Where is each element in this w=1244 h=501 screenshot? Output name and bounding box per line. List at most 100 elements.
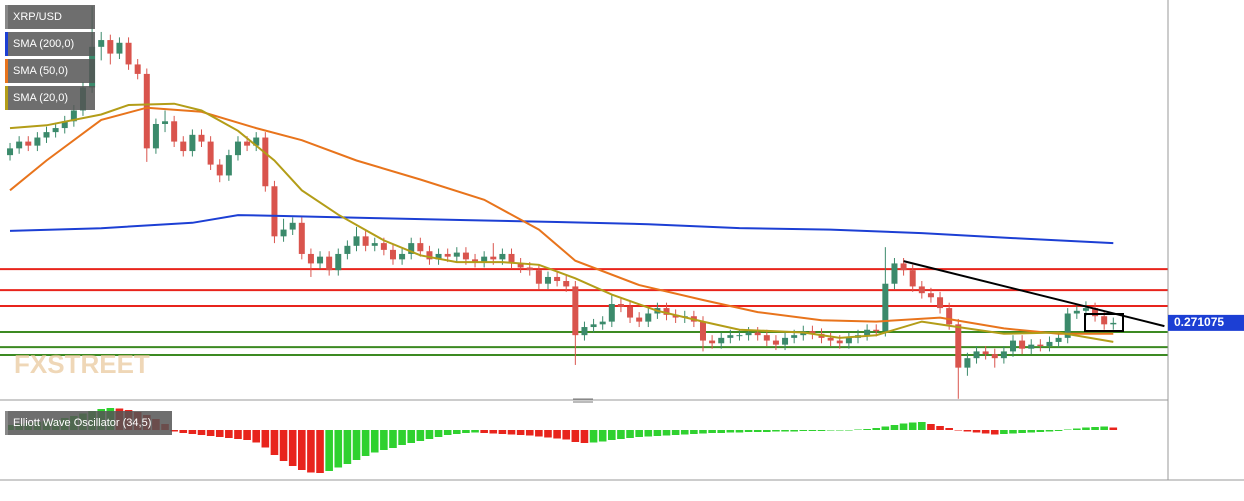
candle-body xyxy=(125,42,132,65)
oscillator-bar xyxy=(1082,427,1090,430)
candle-body xyxy=(481,256,488,263)
oscillator-bar xyxy=(845,430,853,431)
oscillator-bar xyxy=(899,423,908,430)
candle-body xyxy=(16,141,23,149)
oscillator-bar xyxy=(808,430,817,431)
oscillator-bar xyxy=(398,430,406,445)
candle-body xyxy=(380,243,387,250)
oscillator-bar xyxy=(188,430,197,434)
candle-body xyxy=(608,304,615,322)
oscillator-bar xyxy=(498,430,507,434)
candle-body xyxy=(344,245,351,254)
candle-body xyxy=(1073,310,1080,314)
oscillator-bar xyxy=(918,422,926,430)
candle-body xyxy=(70,110,77,122)
oscillator-bar xyxy=(863,429,871,430)
candle-body xyxy=(408,243,415,254)
candle-body xyxy=(317,256,324,264)
candle-body xyxy=(225,155,232,176)
candle-body xyxy=(389,249,396,260)
candle-body xyxy=(1101,316,1108,325)
candle-body xyxy=(307,253,314,264)
candle-body xyxy=(1082,308,1089,311)
oscillator-bar xyxy=(215,430,224,437)
oscillator-bar xyxy=(480,430,488,433)
legend-item: SMA (20,0) xyxy=(5,86,95,110)
candle-body xyxy=(335,253,342,271)
candle-body xyxy=(727,335,734,338)
candle-body xyxy=(864,329,871,336)
oscillator-bar xyxy=(316,430,324,473)
legend-label: Elliott Wave Oscillator (34,5) xyxy=(13,417,151,429)
candle-body xyxy=(636,317,643,322)
oscillator-bar xyxy=(170,430,178,432)
legend-box xyxy=(5,32,95,56)
oscillator-bar xyxy=(1036,430,1045,432)
oscillator-bar xyxy=(990,430,999,435)
oscillator-bar xyxy=(334,430,343,468)
oscillator-bar xyxy=(352,430,361,460)
legend-box xyxy=(5,5,95,29)
candle-body xyxy=(1028,344,1035,349)
candle-body xyxy=(918,286,925,294)
candle-body xyxy=(517,263,524,268)
oscillator-bar xyxy=(945,428,953,430)
oscillator-bar xyxy=(407,430,416,443)
oscillator-bar xyxy=(370,430,379,453)
oscillator-bar xyxy=(553,430,561,439)
oscillator-bar xyxy=(1045,430,1054,432)
oscillator-bar xyxy=(854,429,862,430)
trend-line xyxy=(903,260,1165,328)
oscillator-bar xyxy=(617,430,625,439)
candle-body xyxy=(645,313,652,322)
legend-item: XRP/USD xyxy=(5,5,95,29)
oscillator-bar xyxy=(799,430,808,431)
oscillator-bar xyxy=(671,430,680,435)
candle-body xyxy=(508,253,515,264)
oscillator-bar xyxy=(981,430,990,434)
candle-body xyxy=(1046,341,1053,346)
candle-body xyxy=(991,354,998,359)
candle-body xyxy=(763,335,770,341)
candle-body xyxy=(362,236,369,246)
oscillator-bar xyxy=(826,430,835,431)
candle-body xyxy=(244,141,251,146)
legend-box xyxy=(5,86,95,110)
oscillator-bar xyxy=(817,430,826,431)
candle-body xyxy=(782,337,789,345)
candle-body xyxy=(718,337,725,344)
oscillator-bar xyxy=(179,430,188,433)
candle-body xyxy=(836,340,843,344)
candle-body xyxy=(617,304,624,307)
candle-body xyxy=(827,337,834,341)
oscillator-bar xyxy=(690,430,698,434)
oscillator-bar xyxy=(972,430,981,433)
oscillator-bar xyxy=(380,430,388,450)
oscillator-bar xyxy=(598,430,607,442)
oscillator-bar xyxy=(443,430,452,435)
oscillator-bar xyxy=(343,430,352,464)
legend-item: Elliott Wave Oscillator (34,5) xyxy=(5,411,172,435)
candle-body xyxy=(946,308,953,325)
oscillator-bar xyxy=(279,430,288,461)
oscillator-bar xyxy=(389,430,397,448)
oscillator-bar xyxy=(790,430,798,432)
candle-body xyxy=(955,324,962,368)
oscillator-bar xyxy=(735,430,744,433)
candle-body xyxy=(1009,340,1016,352)
oscillator-bar xyxy=(571,430,580,442)
candle-body xyxy=(298,222,305,254)
candle-body xyxy=(253,137,260,146)
sma-line xyxy=(9,106,1114,335)
oscillator-bar xyxy=(298,430,306,470)
oscillator-bar xyxy=(699,430,707,434)
oscillator-bar xyxy=(288,430,297,466)
oscillator-bar xyxy=(1018,430,1026,433)
candle-body xyxy=(289,222,296,230)
legend-label: SMA (50,0) xyxy=(13,65,68,77)
candle-body xyxy=(845,337,852,344)
price-label-bg xyxy=(1168,314,1244,331)
candle-body xyxy=(1064,313,1071,338)
oscillator-bar xyxy=(434,430,443,437)
candle-body xyxy=(216,164,223,176)
